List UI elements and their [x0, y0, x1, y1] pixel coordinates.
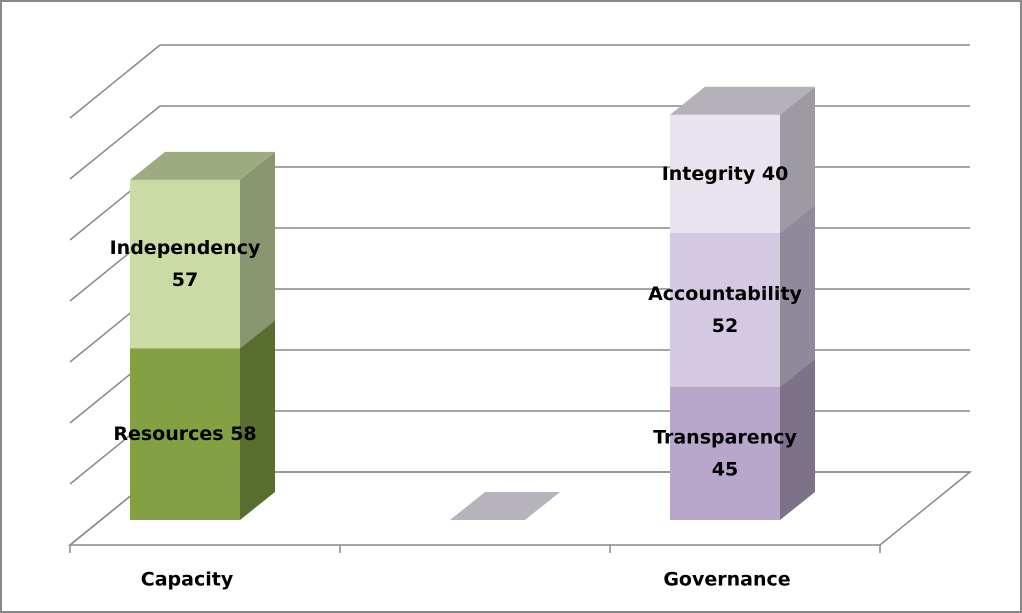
data-label: Independency 57: [110, 237, 261, 291]
x-tick-label: Capacity: [141, 569, 234, 591]
label-value: 52: [712, 315, 738, 337]
side-grid-line: [69, 105, 161, 180]
label-value: 45: [712, 458, 738, 480]
bar: [130, 179, 240, 349]
bar-side: [240, 151, 275, 349]
label-value: 40: [762, 162, 788, 184]
bar-side: [780, 86, 815, 234]
bar: [670, 233, 780, 387]
label-name: Integrity: [662, 162, 756, 184]
label-name: Independency: [110, 237, 261, 259]
bar: [670, 114, 780, 234]
bar-top: [130, 151, 275, 180]
bar-top: [670, 86, 815, 115]
data-label: Resources 58: [113, 423, 256, 445]
label-name: Accountability: [648, 283, 802, 305]
label-name: Transparency: [653, 426, 797, 448]
data-label: Integrity 40: [662, 162, 789, 184]
label-name: Resources: [113, 423, 223, 445]
data-label: Transparency 45: [653, 426, 797, 480]
label-value: 58: [230, 423, 256, 445]
bar: [670, 386, 780, 520]
x-tick-label: Governance: [663, 569, 790, 591]
bar: [130, 348, 240, 520]
empty-slab: [450, 492, 560, 520]
label-value: 57: [172, 269, 198, 291]
bar-side: [240, 320, 275, 520]
data-label: Accountability 52: [648, 283, 802, 337]
label-gap: [755, 162, 762, 184]
bar-side: [780, 205, 815, 387]
label-gap: [224, 423, 231, 445]
bar-side: [780, 358, 815, 520]
side-grid-line: [69, 44, 161, 119]
